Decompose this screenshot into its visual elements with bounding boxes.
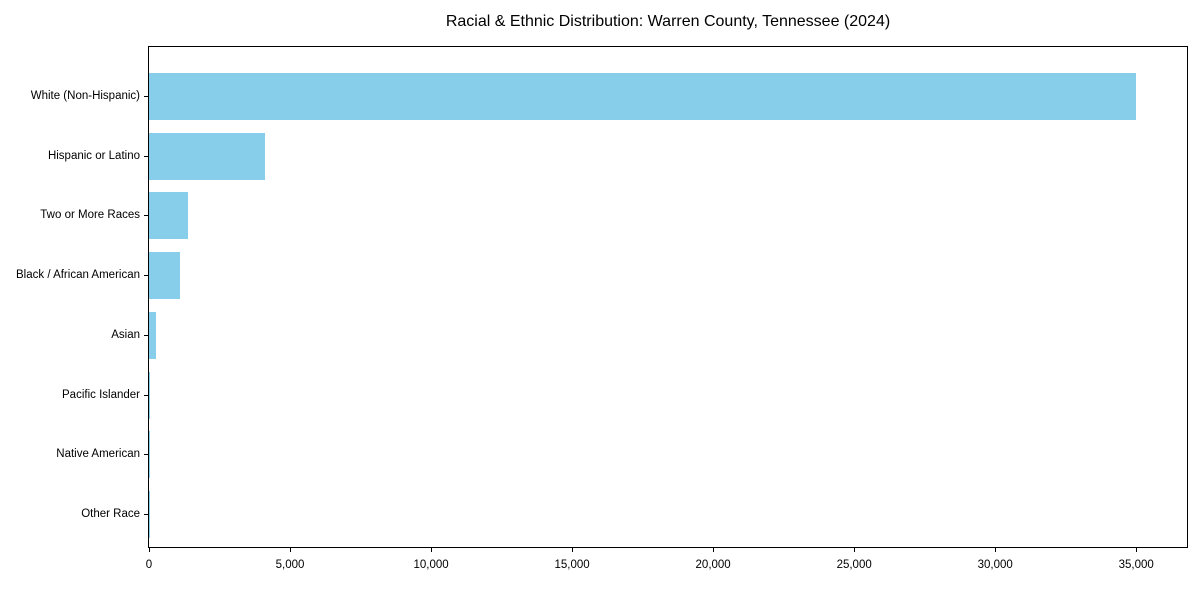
x-tick-label: 25,000 — [836, 559, 872, 571]
plot-area — [148, 46, 1188, 548]
category-label: Hispanic or Latino — [47, 149, 140, 162]
x-axis-tick — [289, 548, 291, 552]
bar-hispanic-or-latino — [149, 132, 265, 180]
x-tick-label: 20,000 — [695, 559, 731, 571]
y-axis-tick — [144, 454, 148, 456]
y-axis-tick — [144, 513, 148, 515]
category-label: Other Race — [81, 507, 140, 520]
bar-pacific-islander — [149, 371, 151, 419]
bar-black-african-american — [149, 252, 181, 300]
x-tick-label: 30,000 — [977, 559, 1013, 571]
category-label: Asian — [111, 328, 140, 341]
category-label: Pacific Islander — [62, 388, 140, 401]
y-axis-tick — [144, 155, 148, 157]
category-label: Two or More Races — [40, 209, 140, 222]
y-axis-tick — [144, 215, 148, 217]
chart-title: Racial & Ethnic Distribution: Warren Cou… — [445, 13, 891, 30]
y-axis-tick — [144, 334, 148, 336]
category-label: White (Non-Hispanic) — [30, 90, 140, 102]
x-tick-label: 5,000 — [275, 559, 305, 571]
bar-asian — [149, 311, 157, 359]
x-axis-tick — [712, 548, 714, 552]
y-axis-tick — [144, 96, 148, 97]
x-tick-label: 15,000 — [554, 559, 590, 571]
x-axis-tick — [1135, 548, 1137, 552]
bar-two-or-more-races — [149, 192, 189, 240]
x-axis-tick — [148, 548, 150, 552]
x-tick-label: 10,000 — [413, 559, 449, 571]
x-axis-tick — [430, 548, 432, 552]
bar-white-non-hispanic — [149, 73, 1137, 120]
y-axis-tick — [144, 275, 148, 277]
category-label: Native American — [56, 448, 140, 461]
y-axis-tick — [144, 394, 148, 396]
category-label: Black / African American — [16, 269, 140, 282]
x-axis-tick — [853, 548, 855, 552]
x-tick-label: 0 — [145, 559, 153, 571]
x-axis-tick — [571, 548, 573, 552]
x-tick-label: 35,000 — [1118, 559, 1154, 571]
x-axis-tick — [994, 548, 996, 552]
